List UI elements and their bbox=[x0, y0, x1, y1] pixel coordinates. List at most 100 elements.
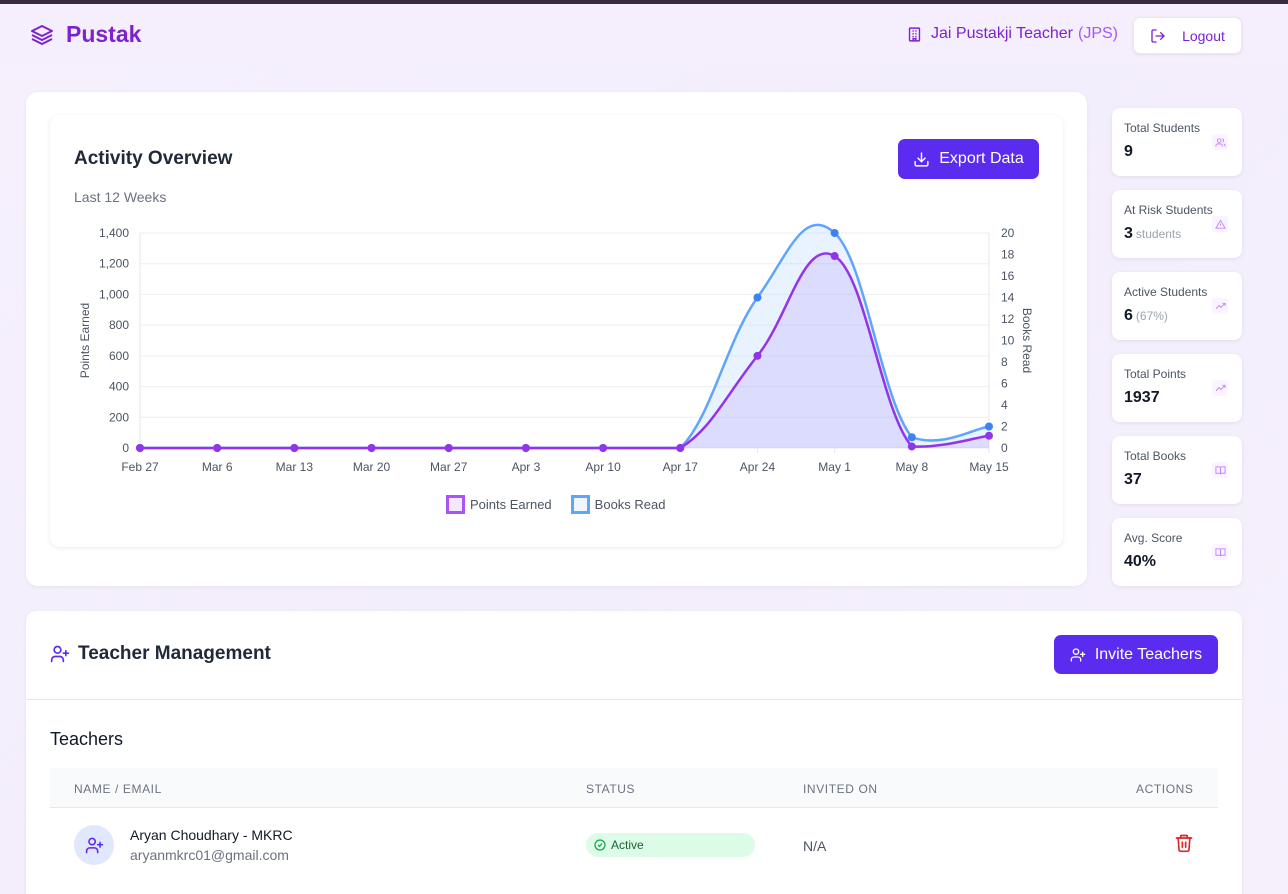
stat-label: At Risk Students bbox=[1124, 203, 1213, 217]
delete-icon[interactable] bbox=[1174, 833, 1194, 853]
stat-label: Total Points bbox=[1124, 367, 1187, 381]
user-plus-icon bbox=[1070, 647, 1086, 662]
data-point bbox=[830, 229, 839, 237]
invite-teachers-button[interactable]: Invite Teachers bbox=[1054, 635, 1218, 674]
teacher-name: Aryan Choudhary - MKRC bbox=[130, 827, 293, 843]
stat-label: Active Students bbox=[1124, 285, 1208, 299]
y-tick-label: 0 bbox=[122, 441, 129, 455]
status-badge: Active bbox=[586, 833, 755, 857]
x-tick-label: May 15 bbox=[969, 460, 1009, 474]
data-point bbox=[907, 442, 916, 451]
y-right-tick-label: 6 bbox=[1001, 377, 1008, 391]
status-label: Active bbox=[611, 838, 644, 852]
data-point bbox=[985, 422, 993, 431]
divider bbox=[26, 699, 1242, 700]
book-open-icon bbox=[1212, 544, 1228, 560]
school-building-icon bbox=[908, 26, 921, 42]
user-plus-icon bbox=[50, 645, 70, 663]
data-point bbox=[753, 293, 762, 302]
data-point bbox=[830, 252, 839, 261]
export-data-button[interactable]: Export Data bbox=[898, 139, 1039, 179]
y-right-tick-label: 10 bbox=[1001, 334, 1015, 348]
y-tick-label: 800 bbox=[109, 318, 129, 332]
data-point bbox=[213, 444, 222, 452]
stat-value: 9 bbox=[1124, 143, 1133, 160]
y-right-tick-label: 12 bbox=[1001, 312, 1015, 326]
app-header: Pustak Jai Pustakji Teacher (JPS) Logout bbox=[0, 4, 1288, 66]
x-tick-label: Mar 13 bbox=[276, 460, 314, 474]
column-header-invited-on: Invited On bbox=[803, 782, 878, 796]
stat-label: Total Students bbox=[1124, 121, 1201, 135]
y-tick-label: 600 bbox=[109, 349, 129, 363]
y-tick-label: 200 bbox=[109, 410, 129, 424]
stat-card-total-students: Total Students 9 bbox=[1112, 108, 1242, 176]
stat-card-avg-score: Avg. Score 40% bbox=[1112, 518, 1242, 586]
logout-label: Logout bbox=[1182, 27, 1225, 44]
invited-on: N/A bbox=[803, 838, 827, 854]
legend-label-points: Points Earned bbox=[470, 497, 552, 512]
column-header-name-email: Name / Email bbox=[74, 782, 162, 796]
teachers-table-header: Name / Email Status Invited On Actions bbox=[50, 768, 1218, 808]
chart-subtitle: Last 12 Weeks bbox=[74, 189, 167, 205]
stat-card-total-points: Total Points 1937 bbox=[1112, 354, 1242, 422]
book-open-icon bbox=[1212, 462, 1228, 478]
data-point bbox=[676, 444, 685, 452]
brand[interactable]: Pustak bbox=[30, 21, 141, 48]
column-header-status: Status bbox=[586, 782, 636, 796]
data-point bbox=[753, 351, 762, 360]
check-circle-icon bbox=[594, 839, 606, 851]
x-tick-label: Mar 27 bbox=[430, 460, 468, 474]
top-accent-bar bbox=[0, 0, 1288, 4]
data-point bbox=[599, 444, 608, 452]
user-info: Jai Pustakji Teacher (JPS) bbox=[906, 25, 1118, 43]
trending-up-icon bbox=[1212, 380, 1228, 396]
stat-value: 3 students bbox=[1124, 225, 1182, 242]
y-right-tick-label: 16 bbox=[1001, 269, 1015, 283]
data-point bbox=[444, 444, 453, 452]
brand-name: Pustak bbox=[66, 21, 142, 47]
logout-button[interactable]: Logout bbox=[1133, 17, 1242, 54]
y-right-tick-label: 18 bbox=[1001, 248, 1015, 262]
user-plus-icon bbox=[85, 837, 103, 853]
data-point bbox=[367, 444, 376, 452]
x-tick-label: May 8 bbox=[895, 460, 928, 474]
data-point bbox=[290, 444, 299, 452]
data-point bbox=[985, 431, 993, 440]
column-header-actions: Actions bbox=[1136, 782, 1194, 796]
chart-title: Activity Overview bbox=[74, 148, 233, 169]
stat-value: 37 bbox=[1124, 471, 1142, 488]
x-tick-label: Apr 3 bbox=[512, 460, 541, 474]
x-tick-label: Apr 17 bbox=[663, 460, 699, 474]
legend-item-books-read[interactable]: Books Read bbox=[570, 495, 666, 514]
legend-item-points-earned[interactable]: Points Earned bbox=[446, 495, 552, 514]
chart-legend: Points Earned Books Read bbox=[446, 495, 685, 514]
y-tick-label: 1,400 bbox=[99, 226, 129, 240]
download-icon bbox=[914, 151, 929, 167]
y-right-tick-label: 2 bbox=[1001, 420, 1008, 434]
user-code: (JPS) bbox=[1078, 25, 1118, 42]
avatar bbox=[74, 825, 114, 865]
series-area bbox=[140, 224, 989, 448]
logout-icon bbox=[1151, 28, 1166, 43]
x-tick-label: Apr 10 bbox=[585, 460, 621, 474]
user-name: Jai Pustakji Teacher bbox=[931, 25, 1073, 42]
y-right-tick-label: 20 bbox=[1001, 226, 1015, 240]
y-right-tick-label: 4 bbox=[1001, 398, 1008, 412]
teachers-heading: Teachers bbox=[50, 729, 124, 749]
activity-chart-card bbox=[50, 115, 1063, 547]
invite-teachers-label: Invite Teachers bbox=[1094, 645, 1203, 663]
stat-label: Avg. Score bbox=[1124, 531, 1183, 545]
stat-value: 40% bbox=[1124, 553, 1157, 570]
data-point bbox=[907, 433, 916, 442]
stat-label: Total Books bbox=[1124, 449, 1187, 463]
stat-card-total-books: Total Books 37 bbox=[1112, 436, 1242, 504]
activity-line-chart: 0 200 400 600 800 1,000 1,200 1,400 0 2 4 6 8 10 12 14 1… bbox=[78, 223, 1034, 474]
teacher-email: aryanmkrc01@gmail.com bbox=[130, 847, 289, 863]
legend-label-books: Books Read bbox=[594, 497, 666, 512]
export-data-label: Export Data bbox=[939, 150, 1024, 167]
x-tick-label: Feb 27 bbox=[121, 460, 159, 474]
stat-sub: (67%) bbox=[1135, 309, 1168, 323]
teacher-management-title: Teacher Management bbox=[78, 643, 271, 664]
x-tick-label: May 1 bbox=[818, 460, 851, 474]
series-area bbox=[140, 253, 989, 448]
